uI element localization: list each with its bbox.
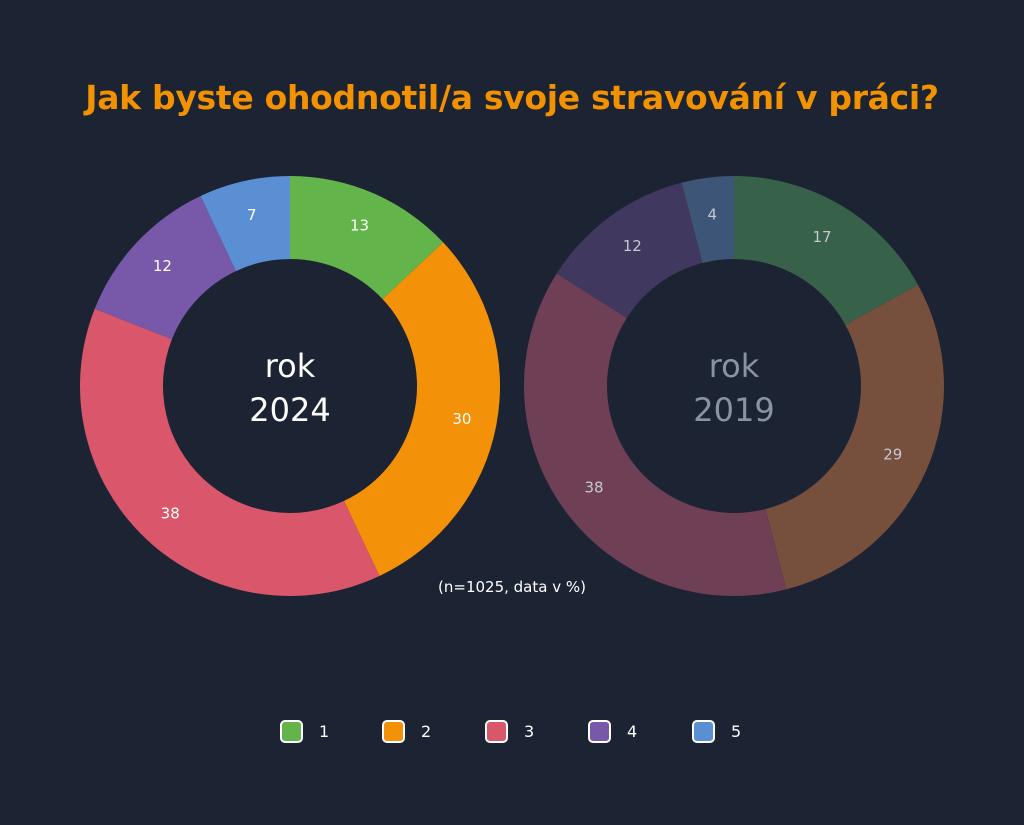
donut-2024-label-2: 30	[452, 410, 471, 428]
legend-label-4: 4	[627, 721, 638, 741]
legend-swatch-3	[485, 719, 508, 743]
donut-2019-slice-2	[765, 284, 945, 590]
donut-2024-label-3: 38	[161, 505, 180, 523]
donut-2024-center-line-1: rok	[265, 347, 316, 385]
donut-2019-slice-4	[556, 182, 703, 318]
legend-swatch-4	[588, 719, 611, 743]
donut-2024-slice-5	[200, 176, 290, 272]
donut-2019-center-line-1: rok	[709, 347, 760, 385]
legend-swatch-5	[692, 719, 715, 743]
donut-2024-label-1: 13	[350, 216, 369, 234]
donut-2024-slice-3	[80, 308, 380, 596]
legend-item-3: 3	[485, 716, 534, 746]
legend-label-1: 1	[319, 721, 330, 741]
donut-2019-label-3: 38	[584, 479, 603, 497]
donut-2019-label-1: 17	[813, 228, 832, 246]
donut-2019-slice-1	[734, 176, 919, 325]
donut-2024-label-5: 7	[247, 206, 257, 224]
legend-item-1: 1	[280, 716, 329, 746]
chart-title: Jak byste ohodnotil/a svoje stravování v…	[85, 78, 939, 117]
donut-2024-slice-2	[344, 242, 501, 577]
donut-2019-slice-5	[681, 176, 734, 263]
legend-swatch-1	[280, 719, 303, 743]
legend-label-5: 5	[731, 721, 742, 741]
donut-2019-label-4: 12	[623, 237, 642, 255]
legend-swatch-2	[382, 719, 405, 743]
donut-2019-slice-3	[524, 273, 787, 596]
donut-2024-center-line-2: 2024	[249, 391, 330, 429]
legend-item-2: 2	[382, 716, 431, 746]
donut-2024-label-4: 12	[153, 257, 172, 275]
sample-note: (n=1025, data v %)	[438, 578, 586, 596]
legend-label-2: 2	[421, 721, 432, 741]
legend-item-4: 4	[588, 716, 637, 746]
legend-label-3: 3	[524, 721, 535, 741]
donut-2019-center-line-2: 2019	[693, 391, 774, 429]
donut-2019-label-5: 4	[708, 205, 718, 223]
donut-2024-slice-4	[94, 195, 236, 340]
donut-2024-slice-1	[290, 176, 444, 300]
donut-2019-label-2: 29	[883, 446, 902, 464]
legend-item-5: 5	[692, 716, 741, 746]
legend: 1 2 3 4 5	[280, 716, 760, 746]
